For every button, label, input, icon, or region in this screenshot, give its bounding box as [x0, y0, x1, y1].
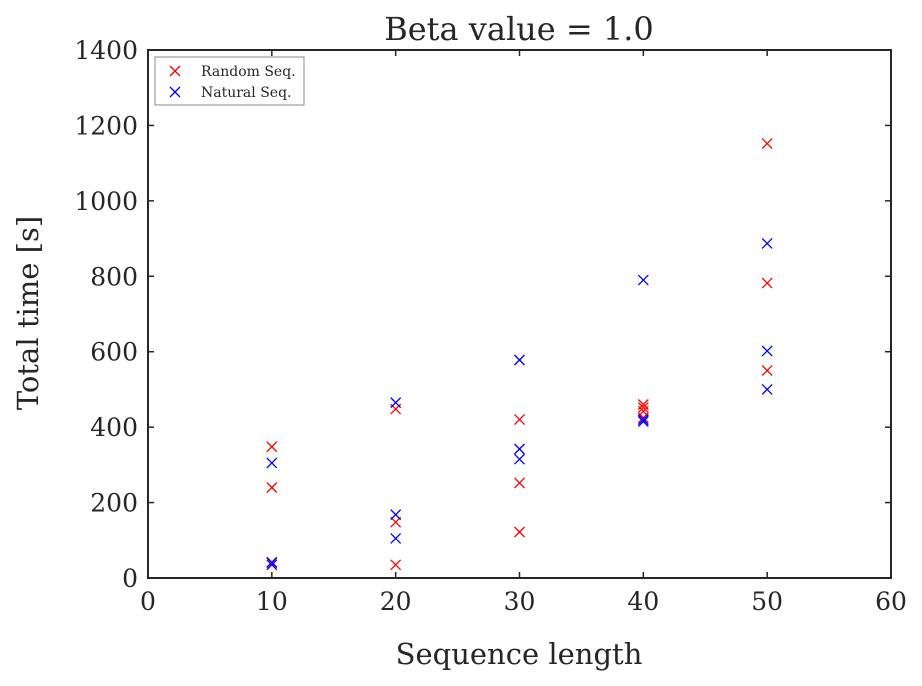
- y-tick-label: 1400: [74, 36, 138, 65]
- axes-frame: [147, 49, 892, 579]
- data-point-random-seq: [390, 559, 402, 571]
- data-point-natural-seq: [637, 416, 649, 427]
- data-point-natural-seq: [514, 354, 525, 366]
- data-point-random-seq: [761, 365, 773, 377]
- y-axis-label: Total time [s]: [11, 216, 45, 410]
- x-tick-label: 30: [504, 587, 536, 616]
- data-point-random-seq: [761, 277, 773, 289]
- x-tick-label: 60: [875, 587, 907, 616]
- data-point-natural-seq: [761, 238, 773, 249]
- data-point-natural-seq: [637, 414, 649, 426]
- data-point-random-seq: [761, 138, 773, 149]
- x-tick-label: 10: [256, 587, 288, 616]
- data-point-natural-seq: [266, 556, 278, 568]
- y-tick-label: 800: [90, 262, 138, 291]
- chart-title: Beta value = 1.0: [384, 10, 654, 48]
- data-point-random-seq: [266, 441, 278, 453]
- data-point-natural-seq: [761, 383, 773, 395]
- data-point-natural-seq: [514, 453, 525, 465]
- data-point-natural-seq: [266, 559, 278, 571]
- data-point-natural-seq: [390, 397, 402, 409]
- legend-label-natural-seq: Natural Seq.: [201, 85, 292, 101]
- data-point-random-seq: [637, 412, 649, 424]
- legend: Random Seq. Natural Seq.: [154, 56, 305, 106]
- data-point-random-seq: [514, 414, 525, 426]
- data-point-random-seq: [514, 477, 525, 489]
- y-tick-label: 200: [90, 489, 138, 518]
- x-tick-label: 40: [627, 587, 659, 616]
- y-tick-label: 400: [90, 413, 138, 442]
- legend-marker-natural-seq: [169, 86, 181, 98]
- x-tick-label: 20: [380, 587, 412, 616]
- legend-marker-random-seq: [169, 65, 181, 77]
- x-tick-label: 50: [751, 587, 783, 616]
- data-point-natural-seq: [390, 532, 402, 544]
- legend-label-random-seq: Random Seq.: [201, 64, 296, 80]
- data-point-random-seq: [514, 526, 525, 538]
- y-tick-label: 600: [90, 338, 138, 367]
- data-point-random-seq: [266, 482, 278, 493]
- data-point-natural-seq: [637, 274, 649, 286]
- data-point-random-seq: [637, 402, 649, 413]
- y-tick-label: 0: [122, 564, 138, 593]
- data-point-natural-seq: [390, 509, 402, 521]
- data-point-natural-seq: [514, 443, 525, 455]
- data-point-natural-seq: [266, 457, 278, 469]
- data-point-natural-seq: [761, 345, 773, 357]
- x-tick-label: 0: [140, 587, 156, 616]
- y-tick-label: 1200: [74, 111, 138, 140]
- y-tick-label: 1000: [74, 187, 138, 216]
- x-axis-label: Sequence length: [396, 637, 643, 671]
- data-points: [266, 138, 773, 571]
